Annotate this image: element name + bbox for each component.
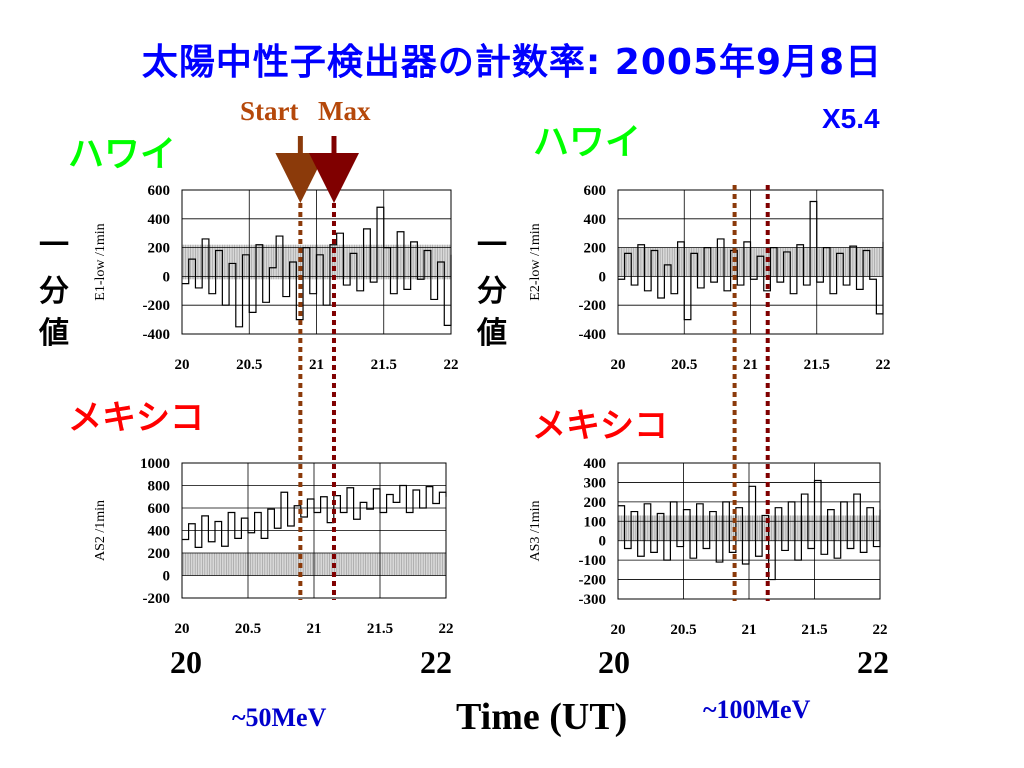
series-line	[182, 484, 447, 548]
y-tick-label: -300	[579, 592, 607, 608]
y-tick-label: 800	[148, 479, 171, 495]
time-axis-label: Time (UT)	[456, 696, 628, 738]
vertical-label-char: 値	[477, 316, 507, 351]
x-tick-label: 20	[611, 622, 626, 638]
x-tick-label: 21.5	[804, 357, 830, 373]
series-line	[618, 200, 884, 321]
series-line	[182, 206, 452, 328]
y-tick-label: 0	[599, 534, 607, 550]
y-tick-label: 100	[584, 514, 607, 530]
vertical-label-char: 一	[477, 228, 507, 263]
x-tick-label: 20.5	[236, 357, 262, 373]
x-tick-label: 20.5	[670, 622, 696, 638]
y-tick-label: -400	[579, 327, 607, 343]
y-tick-label: 400	[584, 456, 607, 472]
y-tick-label: 200	[148, 546, 171, 562]
y-tick-label: 600	[148, 501, 171, 517]
y-tick-label: -200	[143, 591, 171, 607]
y-tick-label: 400	[148, 524, 171, 540]
y-tick-label: -200	[579, 573, 607, 589]
y-tick-label: 600	[148, 183, 171, 199]
y-tick-label: 600	[584, 183, 607, 199]
y-tick-label: 0	[599, 269, 607, 285]
max-label: Max	[318, 96, 371, 126]
left-axis-start: 20	[170, 644, 202, 680]
x-tick-label: 21.5	[371, 357, 397, 373]
y-tick-label: -200	[143, 298, 171, 314]
y-tick-label: 0	[163, 269, 171, 285]
x-tick-label: 21	[309, 357, 324, 373]
vertical-label-char: 一	[39, 228, 69, 263]
left-axis-end: 22	[420, 644, 452, 680]
y-tick-label: -200	[579, 298, 607, 314]
site-label-hawaii-left: ハワイ	[68, 134, 177, 175]
y-tick-label: 400	[584, 212, 607, 228]
flare-class-label: X5.4	[822, 103, 880, 134]
x-tick-label: 20	[175, 357, 190, 373]
y-axis-label: E2-low /1min	[528, 223, 543, 300]
vertical-label-char: 分	[477, 274, 507, 309]
y-tick-label: -400	[143, 327, 171, 343]
start-label: Start	[240, 96, 299, 126]
y-tick-label: 200	[148, 241, 171, 257]
y-axis-label: AS3 /1min	[528, 500, 543, 561]
x-tick-label: 22	[444, 357, 459, 373]
x-tick-label: 20.5	[235, 621, 261, 637]
x-tick-label: 20	[175, 621, 190, 637]
y-tick-label: 200	[584, 241, 607, 257]
x-tick-label: 21	[307, 621, 322, 637]
plot-frame	[181, 462, 447, 599]
y-tick-label: 1000	[140, 456, 170, 472]
left-energy-label: ~50MeV	[232, 703, 327, 732]
y-tick-label: 200	[584, 495, 607, 511]
y-axis-label: AS2 /1min	[93, 500, 108, 561]
site-label-mexico-right: メキシコ	[532, 406, 668, 446]
vertical-label-left: 一 分 値	[34, 228, 74, 352]
x-tick-label: 21	[742, 622, 757, 638]
series-line	[618, 479, 881, 581]
right-axis-start: 20	[598, 644, 630, 680]
y-tick-label: 400	[148, 212, 171, 228]
vertical-label-right: 一 分 値	[472, 228, 512, 352]
right-axis-end: 22	[857, 644, 889, 680]
y-tick-label: 0	[163, 569, 171, 585]
y-tick-label: -100	[579, 553, 607, 569]
x-tick-label: 20	[611, 357, 626, 373]
x-tick-label: 20.5	[671, 357, 697, 373]
x-tick-label: 21.5	[801, 622, 827, 638]
x-tick-label: 21.5	[367, 621, 393, 637]
right-energy-label: ~100MeV	[703, 695, 811, 724]
x-tick-label: 22	[873, 622, 888, 638]
vertical-label-char: 分	[39, 274, 69, 309]
y-axis-label: E1-low /1min	[93, 223, 108, 300]
x-tick-label: 22	[876, 357, 891, 373]
site-label-mexico-left: メキシコ	[68, 398, 204, 438]
x-tick-label: 21	[743, 357, 758, 373]
x-tick-label: 22	[439, 621, 454, 637]
vertical-label-char: 値	[39, 316, 69, 351]
slide-title: 太陽中性子検出器の計数率: 2005年9月8日	[141, 42, 883, 83]
y-tick-label: 300	[584, 475, 607, 491]
site-label-hawaii-right: ハワイ	[533, 122, 642, 163]
